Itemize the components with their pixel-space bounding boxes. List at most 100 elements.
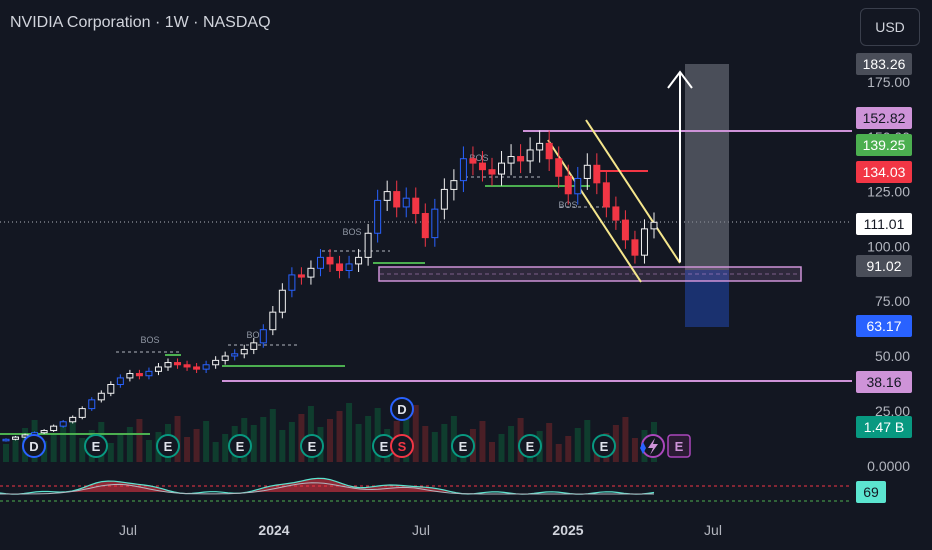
price-tag: 183.26 xyxy=(856,53,912,75)
svg-text:E: E xyxy=(526,439,535,454)
candle-body xyxy=(602,182,610,208)
volume-bar xyxy=(279,430,286,462)
volume-bar xyxy=(612,425,619,462)
volume-bar xyxy=(479,421,486,462)
volume-bar xyxy=(260,417,267,462)
candle-body xyxy=(107,383,115,394)
svg-text:69: 69 xyxy=(863,484,879,500)
volume-bar xyxy=(79,438,86,462)
candle-body xyxy=(640,228,648,256)
candle-body xyxy=(345,263,353,272)
bos-label: BOS xyxy=(469,153,488,163)
volume-bar xyxy=(145,440,152,462)
candle-body xyxy=(145,370,153,377)
candle-body xyxy=(2,438,10,442)
svg-text:S: S xyxy=(398,439,407,454)
candle-body xyxy=(631,239,639,256)
candle-body xyxy=(50,425,58,432)
candle-body xyxy=(574,177,582,195)
candle-body xyxy=(316,256,324,269)
volume-bar xyxy=(346,403,353,462)
y-axis: 175.00150.00125.00100.0075.0050.0025.000… xyxy=(867,74,910,474)
candle-body xyxy=(517,156,525,162)
candle-body xyxy=(59,421,67,427)
svg-text:139.25: 139.25 xyxy=(863,137,906,153)
bos-label: BOS xyxy=(558,200,577,210)
y-tick-label: 25.00 xyxy=(875,403,910,419)
event-marker[interactable]: E xyxy=(518,434,542,458)
candle-body xyxy=(69,416,77,423)
event-marker[interactable]: E xyxy=(451,434,475,458)
candle-body xyxy=(250,342,258,350)
y-tick-label: 50.00 xyxy=(875,348,910,364)
volume-bar xyxy=(107,443,114,462)
volume-bar xyxy=(555,444,562,462)
candle-body xyxy=(202,364,210,370)
volume-bar xyxy=(69,417,76,462)
event-markers[interactable]: D E E E E E S E E EDE xyxy=(22,397,691,458)
target-arrow xyxy=(667,70,693,262)
star-icon xyxy=(640,442,646,454)
candle-body xyxy=(402,197,410,208)
event-marker[interactable]: E xyxy=(667,434,691,458)
event-marker[interactable]: D xyxy=(22,434,46,458)
candle-body xyxy=(564,175,572,195)
svg-text:D: D xyxy=(397,402,406,417)
candle-body xyxy=(507,156,515,164)
volume-bar xyxy=(441,424,448,462)
volume-bar xyxy=(584,420,591,462)
candle-body xyxy=(545,142,553,160)
bos-label: BOS xyxy=(342,227,361,237)
volume-bar xyxy=(126,427,133,462)
x-tick-label: 2024 xyxy=(258,522,289,538)
event-marker[interactable]: D xyxy=(390,397,414,421)
candle-body xyxy=(336,263,344,272)
price-tags: 183.26 152.82 139.25 134.03 111.01 91.02 63.17… xyxy=(856,53,912,503)
event-marker[interactable]: E xyxy=(300,434,324,458)
volume-bar xyxy=(184,437,191,462)
candle-body xyxy=(40,430,48,434)
indicator-pane xyxy=(0,477,852,502)
svg-text:D: D xyxy=(29,439,38,454)
candle-body xyxy=(383,191,391,201)
candle-body xyxy=(288,274,296,291)
candle-body xyxy=(469,158,477,164)
candle-body xyxy=(88,399,96,410)
channel-upper xyxy=(585,119,681,264)
svg-text:E: E xyxy=(459,439,468,454)
volume-bar xyxy=(431,432,438,462)
volume-bar xyxy=(12,436,19,462)
candle-body xyxy=(583,164,591,179)
candle-body xyxy=(154,366,162,372)
event-marker[interactable]: E xyxy=(592,434,616,458)
svg-text:91.02: 91.02 xyxy=(866,258,901,274)
price-tag: 139.25 xyxy=(856,134,912,156)
candle-body xyxy=(269,311,277,331)
y-tick-label: 125.00 xyxy=(867,184,910,200)
currency-button[interactable]: USD xyxy=(860,8,920,46)
event-marker[interactable]: E xyxy=(156,434,180,458)
volume-bar xyxy=(136,419,143,462)
volume-bar xyxy=(269,409,276,462)
volume-bar xyxy=(117,435,124,462)
bos-labels: BOS BOS BOS BOS BOS xyxy=(140,153,577,345)
price-tag: 152.82 xyxy=(856,107,912,129)
candle-body xyxy=(478,162,486,171)
event-marker[interactable]: E xyxy=(84,434,108,458)
lightning-icon[interactable] xyxy=(641,434,665,458)
candle-body xyxy=(326,256,334,265)
candle-body xyxy=(593,164,601,184)
candle-body xyxy=(374,199,382,234)
svg-text:E: E xyxy=(236,439,245,454)
candle-body xyxy=(412,197,420,215)
volume-bar xyxy=(365,416,372,462)
volume-bar xyxy=(212,442,219,462)
price-tag: 63.17 xyxy=(856,315,912,337)
event-marker[interactable]: E xyxy=(228,434,252,458)
event-marker[interactable]: S xyxy=(390,434,414,458)
target-box xyxy=(685,64,729,270)
svg-text:38.16: 38.16 xyxy=(866,374,901,390)
svg-text:E: E xyxy=(308,439,317,454)
svg-text:63.17: 63.17 xyxy=(866,318,901,334)
